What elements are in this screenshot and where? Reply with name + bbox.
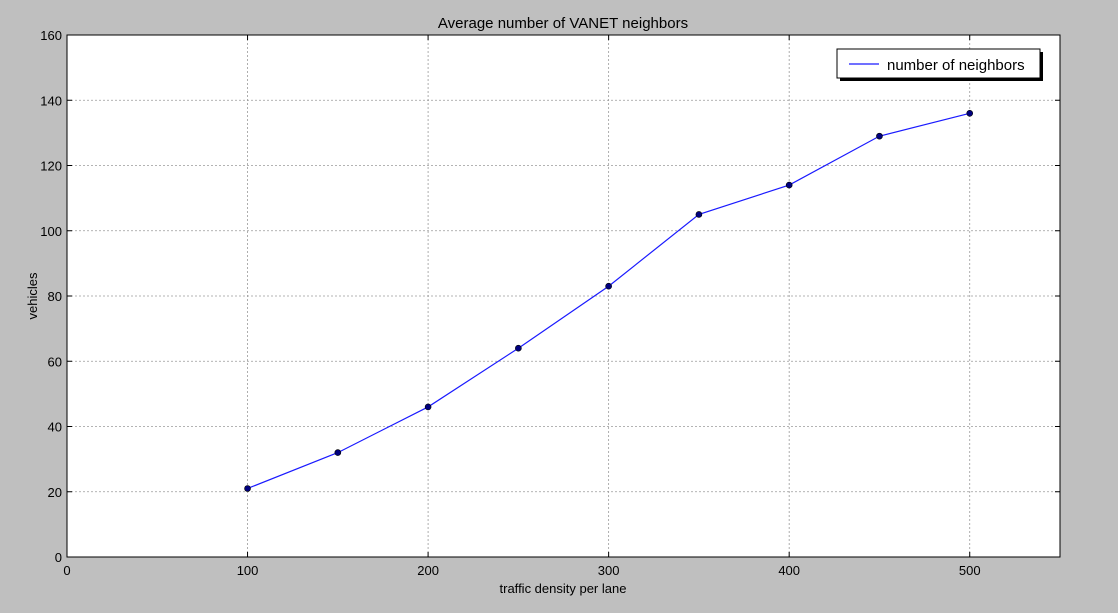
- x-axis-label: traffic density per lane: [500, 581, 627, 596]
- data-point: [244, 485, 251, 492]
- axis-ticks: 0 100 200 300 400 500 0 20 40 60 80 100 120 140 160: [40, 28, 1060, 578]
- y-tick-label: 40: [48, 420, 62, 435]
- x-tick-label: 0: [63, 563, 70, 578]
- data-point: [515, 344, 522, 352]
- data-point: [876, 132, 883, 140]
- x-tick-label: 400: [778, 563, 800, 578]
- legend-label: number of neighbors: [887, 57, 1025, 74]
- series-layer: [244, 110, 974, 492]
- data-point: [424, 403, 432, 411]
- grid: [67, 35, 1060, 557]
- data-point: [966, 110, 974, 117]
- chart-title: Average number of VANET neighbors: [438, 15, 688, 32]
- y-tick-label: 160: [40, 28, 62, 43]
- x-tick-label: 500: [959, 563, 981, 578]
- y-axis-label: vehicles: [25, 272, 40, 319]
- x-tick-label: 100: [237, 563, 259, 578]
- data-point: [334, 449, 342, 456]
- y-tick-label: 20: [48, 485, 62, 500]
- y-tick-label: 80: [48, 289, 62, 304]
- y-tick-label: 100: [40, 224, 62, 239]
- y-tick-label: 60: [48, 354, 62, 369]
- y-tick-label: 140: [40, 93, 62, 108]
- y-tick-label: 0: [55, 550, 62, 565]
- data-point: [695, 211, 703, 218]
- x-tick-label: 300: [598, 563, 620, 578]
- legend: number of neighbors: [836, 48, 1043, 81]
- y-tick-label: 120: [40, 159, 62, 174]
- x-tick-label: 200: [417, 563, 439, 578]
- data-point: [785, 181, 793, 189]
- data-point: [605, 282, 612, 290]
